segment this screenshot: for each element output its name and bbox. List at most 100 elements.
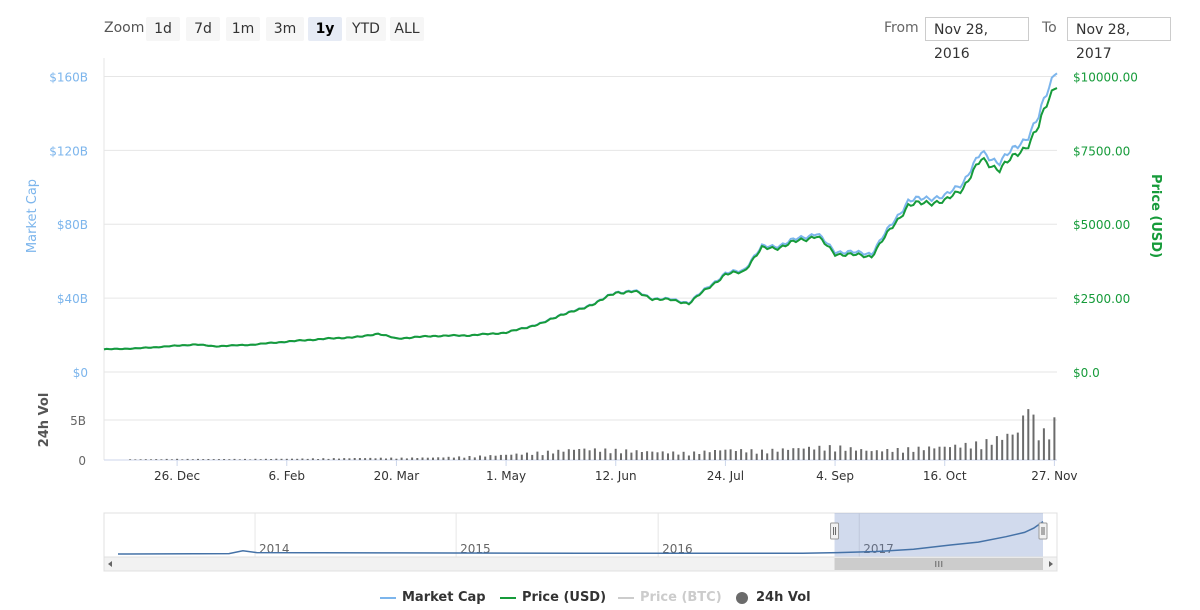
volume-bar	[844, 450, 847, 460]
volume-bar	[212, 459, 215, 460]
x-tick-label: 12. Jun	[595, 469, 637, 483]
scroll-right-arrow-icon[interactable]	[1049, 561, 1053, 567]
volume-bar	[160, 459, 163, 460]
from-label: From	[884, 20, 919, 36]
navigator-left-handle[interactable]	[830, 522, 840, 540]
zoom-label: Zoom	[104, 20, 145, 36]
volume-bar	[667, 453, 669, 460]
volume-bar	[808, 446, 810, 460]
market-cap-tick-label: $120B	[49, 144, 88, 158]
volume-bar	[578, 449, 581, 460]
volume-bar	[364, 458, 367, 460]
market-cap-axis: $0 $40B $80B $120B $160B	[49, 70, 88, 380]
zoom-7d-button[interactable]: 7d	[186, 17, 220, 41]
legend-market-cap[interactable]: Market Cap	[380, 590, 486, 605]
to-date-input[interactable]: Nov 28, 2017	[1067, 17, 1171, 62]
volume-bar	[792, 448, 795, 460]
price-series-line	[103, 87, 1058, 351]
volume-bar	[834, 451, 837, 460]
navigator-right-handle[interactable]	[1038, 522, 1048, 540]
zoom-1d-button[interactable]: 1d	[146, 17, 180, 41]
volume-bar	[813, 449, 816, 460]
volume-bar	[374, 458, 377, 460]
volume-bar	[139, 459, 142, 460]
volume-bar	[541, 455, 544, 460]
volume-bar	[677, 454, 680, 460]
volume-bar	[912, 451, 915, 460]
volume-bar	[567, 449, 570, 460]
volume-bar	[682, 451, 685, 460]
volume-bar	[1001, 439, 1004, 460]
zoom-1y-button[interactable]: 1y	[308, 17, 342, 41]
volume-bar	[207, 459, 210, 460]
volume-bar	[891, 451, 894, 460]
volume-bar	[729, 449, 732, 460]
volume-bar	[849, 447, 852, 460]
volume-bar	[317, 459, 320, 460]
volume-bar	[661, 451, 664, 460]
volume-bar	[1048, 439, 1051, 460]
volume-bar	[855, 450, 857, 460]
volume-bar	[395, 458, 398, 460]
price-btc-legend-icon	[618, 596, 634, 599]
volume-bar	[781, 448, 784, 460]
volume-bar	[771, 448, 774, 460]
volume-bar	[703, 450, 706, 460]
x-tick-label: 26. Dec	[154, 469, 200, 483]
volume-bar	[259, 459, 262, 460]
grid-lines	[103, 58, 1057, 461]
x-axis: 26. Dec 6. Feb 20. Mar 1. May 12. Jun 24. Jul…	[154, 460, 1078, 483]
volume-bar	[442, 457, 445, 460]
price-axis: $0.0 $2500.00 $5000.00 $7500.00 $10000.00	[1073, 70, 1138, 380]
volume-bar	[275, 458, 278, 460]
volume-bar	[828, 445, 831, 460]
volume-bar	[557, 449, 560, 460]
volume-bar	[244, 458, 246, 460]
volume-bar	[755, 453, 758, 460]
volume-bar	[499, 454, 502, 460]
legend-price-btc[interactable]: Price (BTC)	[618, 590, 722, 605]
legend-24h-vol[interactable]: 24h Vol	[736, 590, 811, 605]
volume-bar	[875, 450, 878, 460]
volume-bar	[714, 450, 716, 460]
legend-label: 24h Vol	[756, 590, 811, 605]
volume-bar	[311, 458, 314, 460]
volume-bar	[411, 457, 414, 460]
volume-bar	[170, 459, 173, 460]
x-tick-label: 24. Jul	[707, 469, 744, 483]
market-cap-legend-icon	[380, 596, 396, 599]
volume-bar	[322, 458, 325, 460]
x-tick-label: 1. May	[486, 469, 526, 483]
navigator-scrollbar-track	[103, 556, 1058, 572]
volume-bars	[129, 409, 1056, 460]
volume-bar	[264, 458, 267, 460]
volume-bar	[1016, 432, 1019, 460]
market-cap-axis-title: Market Cap	[25, 179, 40, 253]
volume-bar	[270, 459, 273, 460]
legend-price-usd[interactable]: Price (USD)	[500, 590, 606, 605]
volume-bar	[416, 458, 419, 460]
volume-bar	[1037, 440, 1040, 460]
navigator[interactable]: 2014 2015 2016 2017	[103, 512, 1058, 572]
volume-bar	[959, 447, 962, 460]
volume-bar	[734, 451, 737, 460]
volume-bar	[787, 449, 790, 460]
volume-legend-icon	[736, 591, 748, 604]
volume-bar	[985, 439, 988, 460]
zoom-all-button[interactable]: ALL	[390, 17, 424, 41]
price-chart[interactable]: $0 $40B $80B $120B $160B $0.0 $2500.00 $5000.0…	[0, 0, 1200, 590]
volume-bar	[327, 458, 330, 460]
zoom-ytd-button[interactable]: YTD	[346, 17, 386, 41]
x-tick-label: 6. Feb	[269, 469, 306, 483]
volume-bar	[656, 452, 659, 460]
scroll-left-arrow-icon[interactable]	[108, 561, 112, 567]
zoom-1m-button[interactable]: 1m	[226, 17, 260, 41]
volume-bar	[505, 454, 508, 460]
volume-bar	[1011, 434, 1014, 460]
from-date-input[interactable]: Nov 28, 2016	[925, 17, 1029, 62]
volume-bar	[964, 442, 967, 460]
volume-bar	[943, 446, 946, 460]
volume-bar	[588, 450, 591, 460]
zoom-3m-button[interactable]: 3m	[266, 17, 304, 41]
volume-bar	[995, 436, 998, 460]
